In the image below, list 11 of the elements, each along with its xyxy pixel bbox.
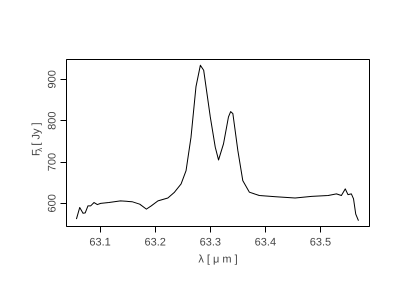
- x-axis-title: λ [ μ m ]: [198, 254, 238, 266]
- y-tick-label: 900: [46, 70, 58, 89]
- y-tick-label: 600: [46, 194, 58, 213]
- y-tick-label: 700: [46, 152, 58, 172]
- line-series: [76, 64, 359, 222]
- x-tick-label: 63.1: [89, 236, 111, 248]
- x-tick-label: 63.3: [200, 236, 222, 248]
- x-tick-label: 63.2: [144, 236, 166, 248]
- x-tick-label: 63.5: [310, 236, 332, 248]
- x-tick-label: 63.4: [254, 236, 276, 248]
- y-tick-label: 800: [46, 111, 58, 130]
